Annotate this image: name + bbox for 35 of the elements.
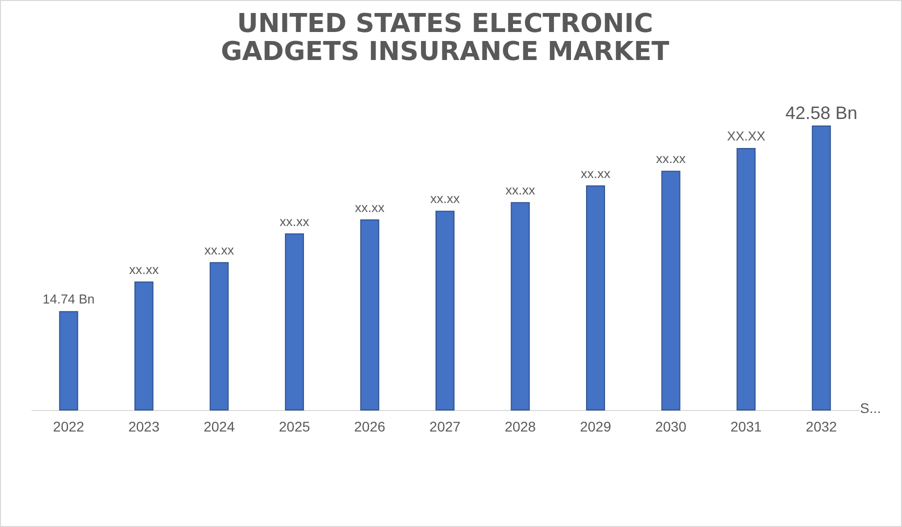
bar <box>661 170 680 410</box>
bar <box>586 185 606 410</box>
data-label: xx.xx <box>580 166 611 181</box>
data-label: xx.xx <box>129 262 160 277</box>
data-label: 14.74 Bn <box>42 292 95 307</box>
bar <box>210 262 229 410</box>
chart-title: UNITED STATES ELECTRONIC GADGETS INSURANCE MARKET <box>220 9 670 67</box>
x-tick-label: 2029 <box>580 418 612 434</box>
bar <box>812 126 831 410</box>
x-tick-label: 2028 <box>504 418 536 434</box>
x-tick-label: 2026 <box>354 418 386 434</box>
bar <box>134 281 154 410</box>
x-tick-label: 2031 <box>730 418 762 434</box>
x-tick-label: 2025 <box>278 418 310 434</box>
x-tick-label: 2030 <box>655 418 687 434</box>
bar <box>284 233 304 410</box>
data-label: xx.xx <box>656 151 686 166</box>
data-label: xx.xx <box>280 214 310 229</box>
x-tick-label: 2032 <box>806 418 838 434</box>
data-label: xx.xx <box>430 191 460 206</box>
bar <box>736 148 756 410</box>
data-label: xx.xx <box>354 200 386 215</box>
data-label: xx.xx <box>505 182 536 198</box>
x-tick-label: 2027 <box>429 418 461 434</box>
bar <box>59 311 78 410</box>
text: S... <box>860 400 881 416</box>
data-label: XX.XX <box>726 128 766 144</box>
data-label: xx.xx <box>204 242 234 258</box>
x-tick-label: 2024 <box>204 418 235 434</box>
bar <box>360 219 380 410</box>
data-label: 42.58 Bn <box>785 103 858 123</box>
bar <box>510 202 530 410</box>
x-tick-label: 2023 <box>128 418 160 434</box>
x-tick-label: 2022 <box>53 418 84 434</box>
bar <box>436 210 454 410</box>
